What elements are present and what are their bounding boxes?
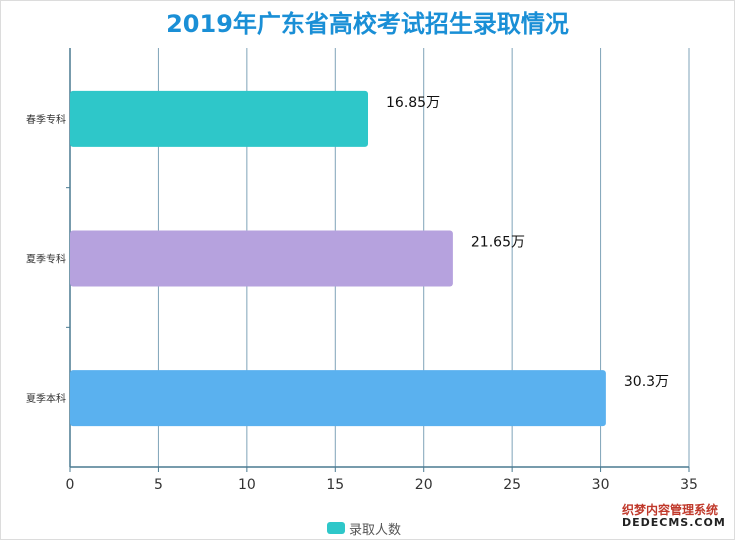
bar-value-label: 16.85万 [386, 95, 440, 111]
watermark-logo: 织梦内容管理系统 DEDECMS.COM [622, 504, 730, 528]
bar-2 [70, 370, 606, 427]
x-tick-label: 25 [503, 477, 521, 493]
bar-value-label: 21.65万 [471, 235, 525, 251]
y-category-label: 春季专科 [26, 113, 66, 126]
x-tick-label: 20 [415, 477, 433, 493]
watermark-top: 织梦内容管理系统 [622, 503, 719, 517]
x-tick-label: 35 [680, 477, 698, 493]
y-category-label: 夏季专科 [26, 253, 66, 266]
legend[interactable]: 录取人数 [327, 519, 402, 538]
x-tick-label: 5 [154, 477, 163, 493]
x-tick-label: 30 [592, 477, 610, 493]
x-tick-label: 15 [326, 477, 344, 493]
legend-swatch [327, 522, 345, 534]
bar-1 [70, 230, 453, 287]
watermark-bottom: DEDECMS.COM [622, 515, 726, 529]
chart-title: 2019年广东省高校考试招生录取情况 [166, 10, 569, 38]
legend-label: 录取人数 [349, 522, 402, 538]
x-tick-label: 0 [66, 477, 75, 493]
bar-value-label: 30.3万 [624, 374, 669, 390]
bars [70, 90, 606, 427]
y-category-label: 夏季本科 [26, 392, 66, 405]
x-tick-label: 10 [238, 477, 256, 493]
bar-0 [70, 90, 369, 147]
